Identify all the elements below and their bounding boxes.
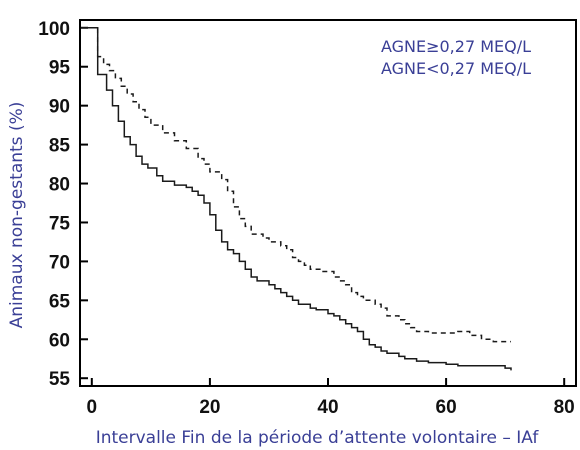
y-tick-label: 65 (49, 291, 71, 312)
y-tick-label: 75 (49, 213, 71, 234)
x-tick-label: 0 (87, 397, 98, 418)
y-axis-ticks: 100 95 90 85 80 75 70 65 60 55 (38, 19, 88, 390)
y-tick-label: 60 (49, 330, 70, 351)
series-layer (80, 27, 512, 371)
plot-frame (79, 19, 577, 387)
x-tick-label: 80 (554, 397, 575, 418)
y-tick-label: 80 (49, 175, 70, 196)
y-tick-label: 70 (49, 252, 70, 273)
y-tick-label: 100 (38, 19, 70, 40)
series-line-dashed (80, 27, 511, 343)
x-axis-ticks: 0 20 40 60 80 (87, 378, 575, 418)
x-axis-title: Intervalle Fin de la période d’attente v… (96, 428, 540, 448)
y-tick-label: 90 (49, 97, 70, 118)
y-tick-label: 95 (49, 58, 71, 79)
y-tick-label: 85 (49, 136, 71, 157)
x-tick-label: 20 (199, 397, 220, 418)
legend-entry-high-agne: AGNE≥0,27 MEQ/L (381, 37, 531, 56)
legend-entry-low-agne: AGNE<0,27 MEQ/L (381, 59, 531, 78)
y-axis-title: Animaux non-gestants (%) (7, 102, 27, 329)
x-tick-label: 40 (317, 397, 338, 418)
x-tick-label: 60 (436, 397, 457, 418)
series-line-solid (80, 27, 512, 371)
y-tick-label: 55 (49, 369, 71, 390)
